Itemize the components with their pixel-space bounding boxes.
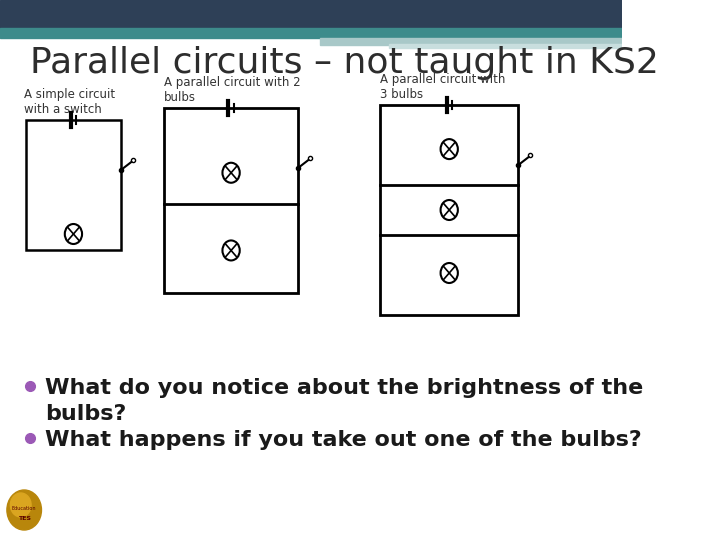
Text: What do you notice about the brightness of the
bulbs?: What do you notice about the brightness … (45, 378, 643, 424)
Text: Parallel circuits – not taught in KS2: Parallel circuits – not taught in KS2 (30, 46, 659, 80)
Text: A simple circuit
with a switch: A simple circuit with a switch (24, 88, 115, 116)
Bar (0, 28, 622, 38)
Text: What happens if you take out one of the bulbs?: What happens if you take out one of the … (45, 430, 642, 450)
Text: A parallel circuit with
3 bulbs: A parallel circuit with 3 bulbs (380, 73, 505, 101)
Text: TES: TES (18, 516, 31, 521)
Bar (389, 44, 622, 48)
Text: A parallel circuit with 2
bulbs: A parallel circuit with 2 bulbs (164, 76, 301, 104)
Bar (0, 0, 622, 28)
Bar (164, 108, 298, 293)
Circle shape (7, 490, 42, 530)
Bar (320, 38, 622, 45)
Bar (26, 120, 121, 250)
Circle shape (10, 493, 31, 517)
Text: Education: Education (12, 505, 37, 510)
Bar (380, 105, 518, 315)
